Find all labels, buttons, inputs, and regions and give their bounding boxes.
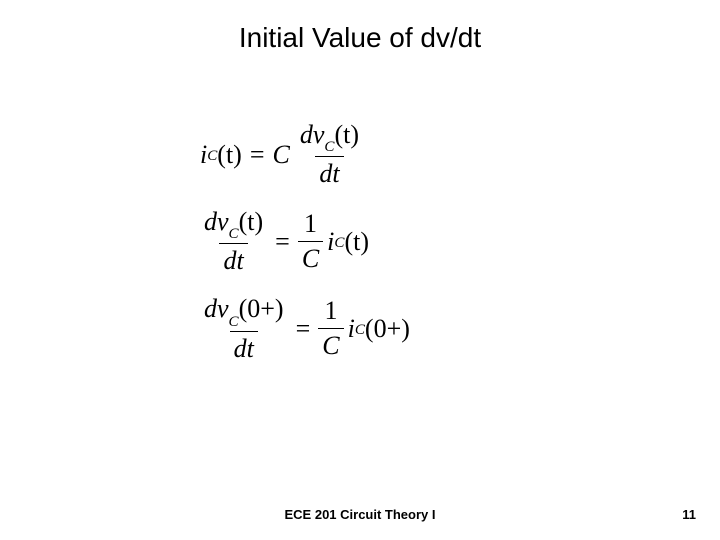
eq1-num-sub: C — [324, 139, 334, 155]
eq3-lhs-num-sub: C — [229, 314, 239, 330]
eq1-lhs-sub: C — [207, 148, 217, 165]
equals-sign: = — [267, 227, 298, 257]
eq1-num-pre: dv — [300, 120, 325, 149]
eq3-rhs-arg: (0+) — [365, 314, 410, 344]
eq1-frac-num: dvC(t) — [296, 120, 363, 156]
equations-block: iC(t) = C dvC(t) dt dvC(t) dt = 1 C — [200, 120, 520, 382]
eq1-fraction: dvC(t) dt — [296, 120, 363, 189]
eq2-rhs-den: C — [298, 241, 323, 274]
equation-3: dvC(0+) dt = 1 C iC(0+) — [200, 294, 520, 363]
eq1-rhs-coeff: C — [273, 140, 290, 170]
eq2-lhs-num-post: (t) — [239, 207, 264, 236]
eq3-rhs-num: 1 — [320, 296, 341, 328]
eq2-rhs-sub: C — [334, 235, 344, 252]
eq2-lhs-num: dvC(t) — [200, 207, 267, 243]
eq2-rhs-fraction: 1 C — [298, 209, 323, 274]
eq1-num-post: (t) — [334, 120, 359, 149]
eq2-lhs-den: dt — [219, 243, 247, 276]
eq3-rhs-var: i — [348, 314, 355, 344]
eq3-rhs-fraction: 1 C — [318, 296, 343, 361]
eq3-rhs-den: C — [318, 328, 343, 361]
eq3-rhs-sub: C — [355, 322, 365, 339]
equation-1: iC(t) = C dvC(t) dt — [200, 120, 520, 189]
eq2-lhs-num-sub: C — [229, 226, 239, 242]
slide: Initial Value of dv/dt iC(t) = C dvC(t) … — [0, 0, 720, 540]
equals-sign: = — [242, 140, 273, 170]
eq2-lhs-num-pre: dv — [204, 207, 229, 236]
eq1-lhs-var: i — [200, 140, 207, 170]
slide-title: Initial Value of dv/dt — [0, 22, 720, 54]
eq2-rhs-num: 1 — [300, 209, 321, 241]
eq3-lhs-num: dvC(0+) — [200, 294, 288, 330]
eq2-rhs-arg: (t) — [344, 227, 369, 257]
eq3-lhs-num-post: (0+) — [239, 294, 284, 323]
eq2-lhs-fraction: dvC(t) dt — [200, 207, 267, 276]
eq3-lhs-fraction: dvC(0+) dt — [200, 294, 288, 363]
eq3-lhs-num-pre: dv — [204, 294, 229, 323]
eq2-rhs-var: i — [327, 227, 334, 257]
equals-sign: = — [288, 314, 319, 344]
page-number: 11 — [682, 507, 696, 522]
eq3-lhs-den: dt — [230, 331, 258, 364]
eq1-lhs-arg: (t) — [217, 140, 242, 170]
eq1-frac-den: dt — [315, 156, 343, 189]
equation-2: dvC(t) dt = 1 C iC(t) — [200, 207, 520, 276]
footer-text: ECE 201 Circuit Theory I — [0, 507, 720, 522]
